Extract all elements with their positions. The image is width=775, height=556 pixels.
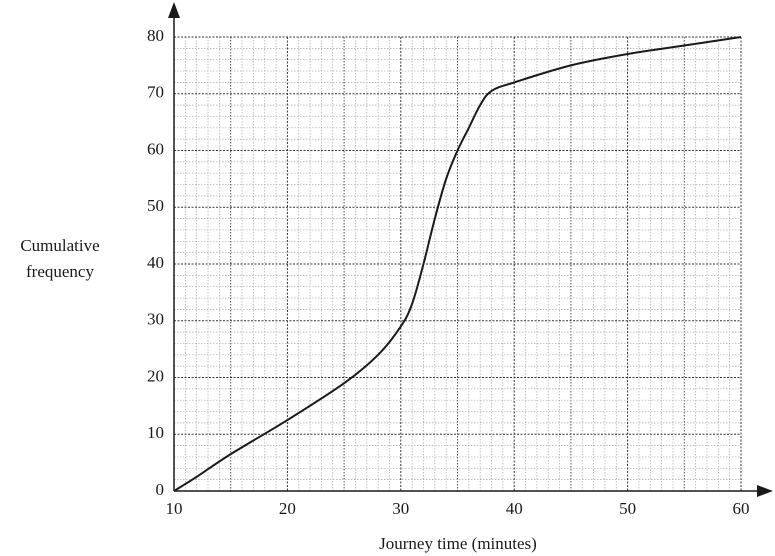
x-tick-label: 10 bbox=[166, 499, 183, 518]
y-axis-label: Cumulative frequency bbox=[20, 236, 100, 281]
x-tick-label: 20 bbox=[279, 499, 296, 518]
y-tick-label: 50 bbox=[147, 196, 164, 215]
y-tick-label: 0 bbox=[156, 480, 165, 499]
x-tick-label: 60 bbox=[733, 499, 750, 518]
y-tick-label: 70 bbox=[147, 83, 164, 102]
x-axis-label: Journey time (minutes) bbox=[379, 534, 537, 553]
y-tick-label: 30 bbox=[147, 310, 164, 329]
y-tick-label: 60 bbox=[147, 139, 164, 158]
y-tick-label: 20 bbox=[147, 366, 164, 385]
x-tick-label: 40 bbox=[506, 499, 523, 518]
y-axis-arrow bbox=[168, 2, 180, 18]
y-tick-label: 80 bbox=[147, 26, 164, 45]
grid bbox=[173, 36, 742, 492]
x-tick-label: 30 bbox=[392, 499, 409, 518]
curve bbox=[173, 36, 742, 492]
y-tick-label: 40 bbox=[147, 253, 164, 272]
y-tick-label: 10 bbox=[147, 423, 164, 442]
x-tick-label: 50 bbox=[619, 499, 636, 518]
x-axis-arrow bbox=[757, 485, 773, 497]
